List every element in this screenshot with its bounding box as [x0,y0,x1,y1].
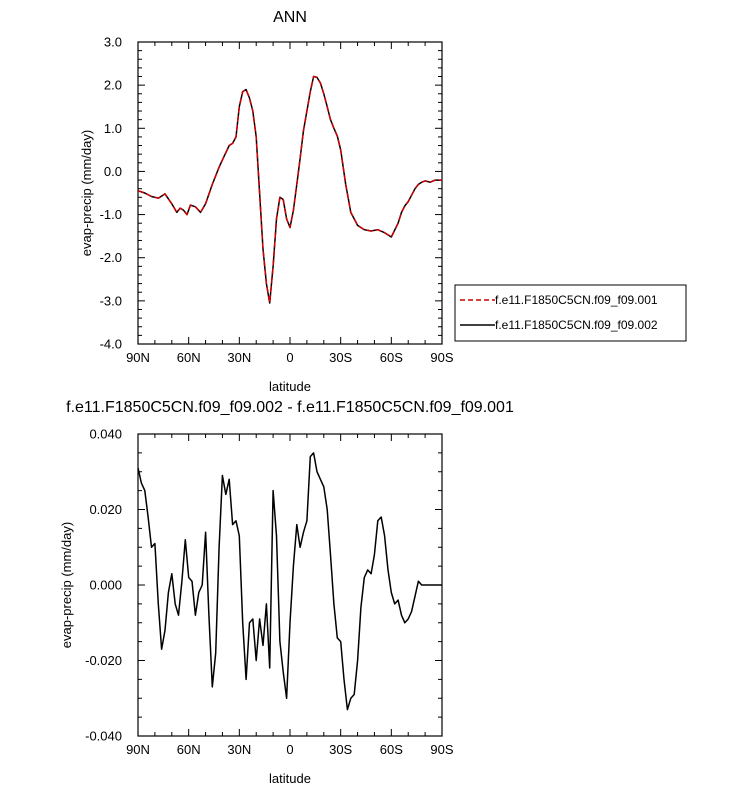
top-chart-xtick-label: 60N [177,350,201,365]
top-chart-series-line-2 [137,75,442,304]
top-chart-series-line-1 [137,75,442,304]
top-chart-xtick-label: 60S [380,350,403,365]
bottom-chart-ytick-label: 0.020 [89,502,122,517]
bottom-chart-series-line-1 [137,452,442,711]
top-chart-panel: ANN 90N 60N 30N 0 30S 60S 90S -4.0 -3.0 -2.0 -1.0 0… [79,9,454,394]
bottom-chart-title: f.e11.F1850C5CN.f09_f09.002 - f.e11.F185… [66,399,514,416]
bottom-chart-xtick-label: 90N [126,742,150,757]
bottom-chart-panel: f.e11.F1850C5CN.f09_f09.002 - f.e11.F185… [59,399,514,786]
top-chart-xtick-label: 30N [227,350,251,365]
top-chart-ytick-label: -2.0 [100,250,122,265]
bottom-chart-xlabel: latitude [269,771,311,786]
top-chart-frame [137,41,443,345]
top-chart-ytick-label: -4.0 [100,337,122,352]
top-chart-xlabel: latitude [269,379,311,394]
bottom-chart-ylabel: evap-precip (mm/day) [59,522,74,648]
top-chart-ytick-label: 3.0 [104,35,122,50]
top-chart-title: ANN [273,9,307,26]
bottom-chart-xtick-label: 90S [430,742,453,757]
top-chart-ytick-label: -1.0 [100,207,122,222]
bottom-chart-ytick-label: -0.020 [85,653,122,668]
top-chart-ylabel: evap-precip (mm/day) [79,130,94,256]
bottom-chart-ytick-label: 0.000 [89,578,122,593]
top-chart-ytick-label: 2.0 [104,78,122,93]
top-chart-ytick-label: -3.0 [100,293,122,308]
top-chart-xtick-label: 30S [329,350,352,365]
bottom-chart-ytick-label: -0.040 [85,729,122,744]
bottom-chart-xtick-label: 30N [227,742,251,757]
legend: f.e11.F1850C5CN.f09_f09.001 f.e11.F1850C… [454,284,687,342]
bottom-chart-xtick-label: 30S [329,742,352,757]
legend-label-series-2: f.e11.F1850C5CN.f09_f09.002 [495,318,658,332]
bottom-chart-frame [137,433,443,737]
bottom-chart-ytick-label: 0.040 [89,427,122,442]
top-chart-ytick-label: 0.0 [104,164,122,179]
bottom-chart-xtick-label: 60S [380,742,403,757]
top-chart-xtick-label: 90S [430,350,453,365]
top-chart-ytick-label: 1.0 [104,121,122,136]
legend-label-series-1: f.e11.F1850C5CN.f09_f09.001 [495,293,658,307]
top-chart-xtick-label: 0 [286,350,293,365]
top-chart-xtick-label: 90N [126,350,150,365]
legend-box [454,284,687,342]
bottom-chart-xtick-label: 0 [286,742,293,757]
bottom-chart-xtick-label: 60N [177,742,201,757]
